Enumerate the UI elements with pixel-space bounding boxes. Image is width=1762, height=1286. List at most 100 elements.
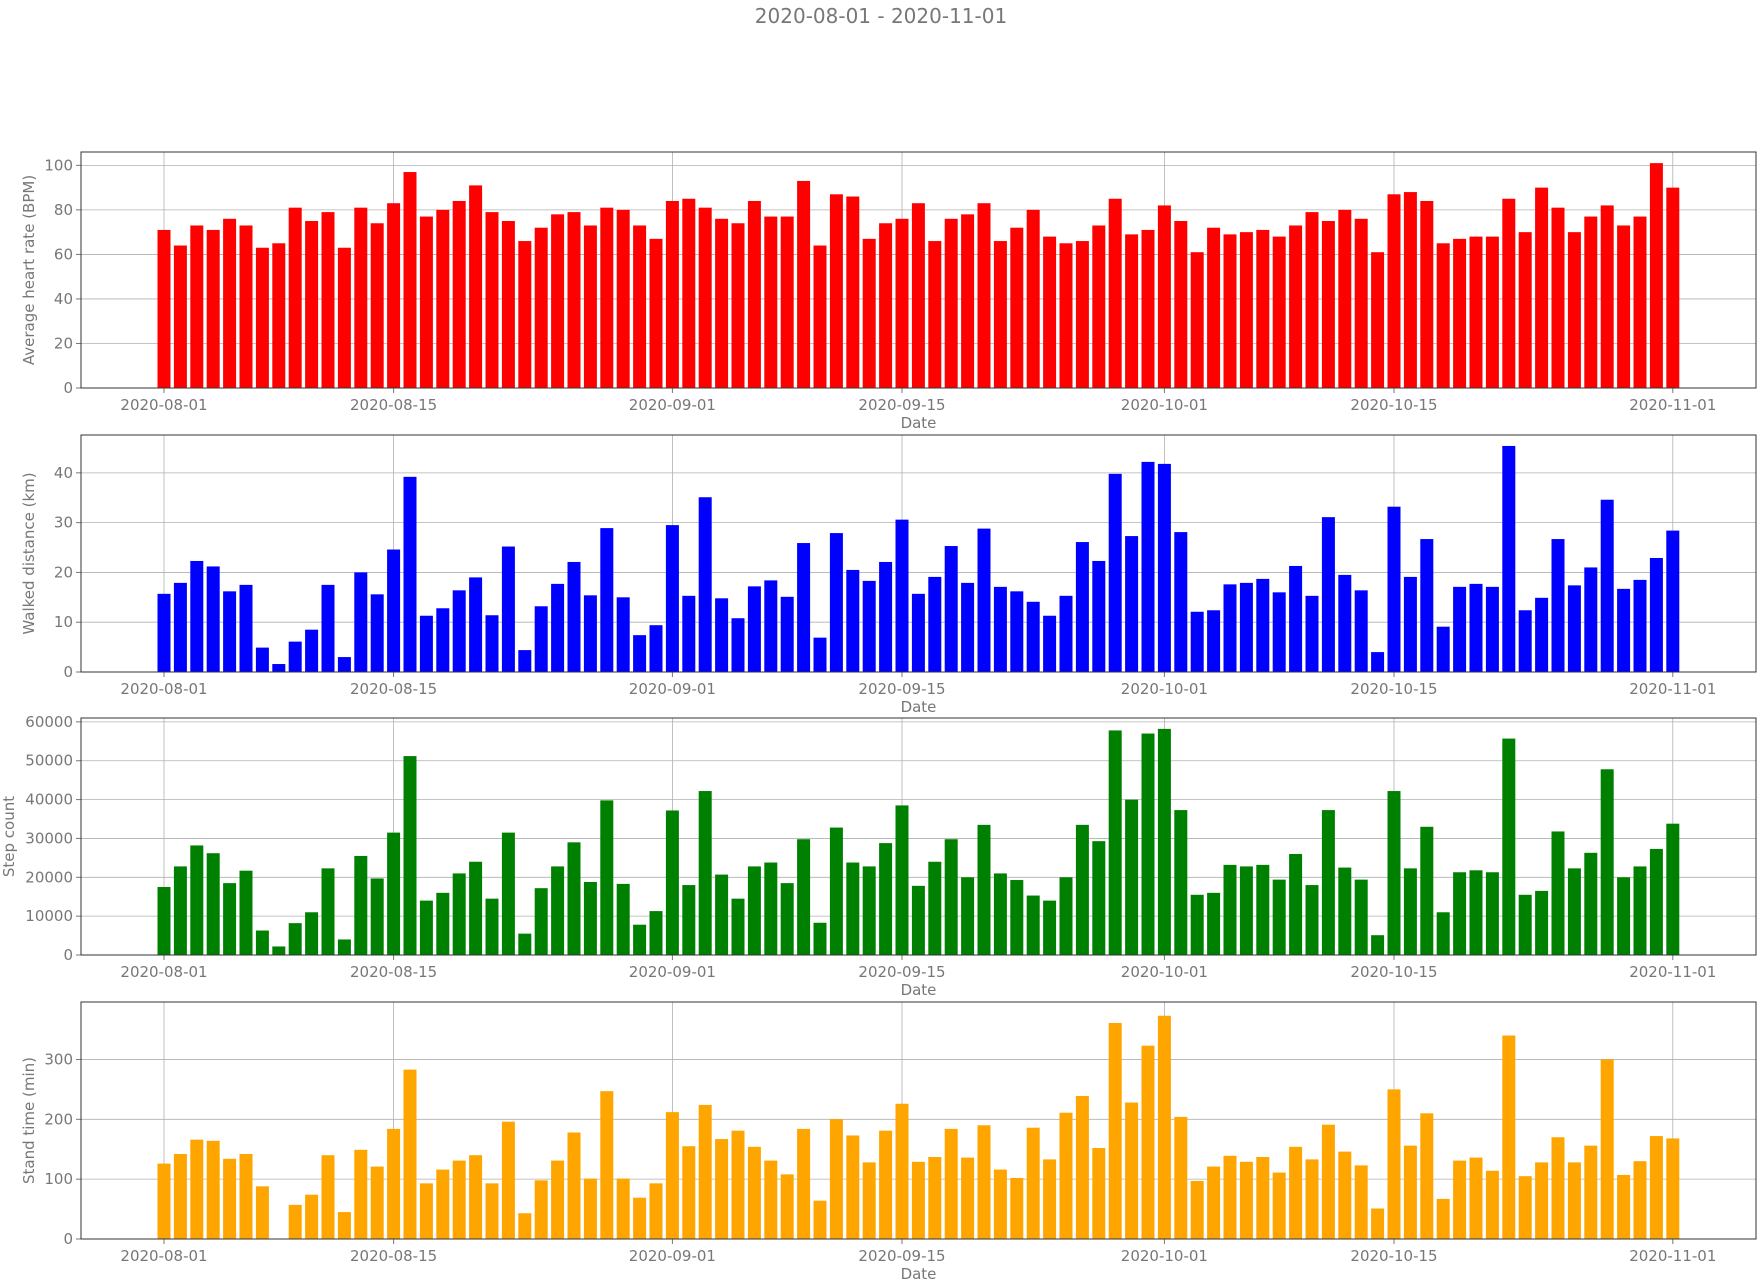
bar: [1289, 225, 1303, 388]
bar: [305, 912, 319, 955]
bar: [1207, 610, 1221, 672]
y-tick-label: 40: [54, 464, 73, 482]
bar: [1239, 232, 1253, 388]
bar: [436, 209, 450, 388]
y-tick-label: 30: [54, 514, 73, 532]
bar: [633, 225, 647, 388]
bar: [1584, 567, 1598, 672]
bar: [1649, 557, 1663, 672]
bar: [1157, 205, 1171, 388]
bar: [1321, 517, 1335, 672]
bar: [1600, 499, 1614, 672]
axes-frame: [80, 717, 1757, 956]
bar: [534, 888, 548, 955]
bar: [190, 225, 204, 388]
bar: [928, 576, 942, 672]
bar: [1059, 877, 1073, 955]
bar: [1518, 232, 1532, 388]
bar: [780, 596, 794, 672]
bar: [616, 209, 630, 388]
x-tick-label: 2020-08-15: [350, 1247, 437, 1265]
bar: [633, 924, 647, 955]
bar: [321, 212, 335, 388]
bar: [1010, 1177, 1024, 1239]
y-tick-label: 50000: [25, 752, 73, 770]
bar: [813, 1200, 827, 1239]
bar: [649, 1183, 663, 1239]
bar: [567, 561, 581, 672]
bar: [1157, 1015, 1171, 1239]
bar: [403, 172, 417, 388]
bar: [255, 930, 269, 955]
bar: [1469, 236, 1483, 388]
bar: [403, 1069, 417, 1239]
bar: [190, 560, 204, 672]
y-tick-label: 200: [44, 1110, 73, 1128]
bar: [403, 756, 417, 955]
bar: [829, 533, 843, 672]
bar: [370, 223, 384, 388]
bar: [1453, 872, 1467, 955]
bar: [272, 243, 286, 388]
y-axis-label: Step count: [0, 796, 18, 877]
bar: [682, 198, 696, 388]
bar: [173, 1154, 187, 1239]
bar: [518, 1213, 532, 1239]
bar: [1305, 595, 1319, 672]
x-tick-label: 2020-09-15: [858, 963, 945, 981]
bar: [862, 238, 876, 388]
bar: [731, 1130, 745, 1239]
bar: [321, 584, 335, 672]
bar: [731, 898, 745, 955]
bar: [223, 883, 237, 955]
bar: [1584, 1145, 1598, 1239]
bar: [1125, 1102, 1139, 1239]
bar: [387, 549, 401, 672]
bar: [616, 1178, 630, 1239]
bar: [1141, 1045, 1155, 1239]
bar: [993, 586, 1007, 672]
bar: [1469, 870, 1483, 955]
bar: [1059, 1112, 1073, 1239]
bar: [1518, 610, 1532, 672]
bar: [1092, 841, 1106, 955]
figure-title: 2020-08-01 - 2020-11-01: [754, 4, 1008, 28]
bar: [665, 810, 679, 955]
x-axis-label: Date: [901, 698, 937, 716]
bar: [1666, 530, 1680, 672]
bar: [1600, 205, 1614, 388]
bar: [370, 594, 384, 672]
y-tick-label: 40000: [25, 791, 73, 809]
x-tick-label: 2020-11-01: [1629, 680, 1716, 698]
bar: [190, 845, 204, 955]
bar: [1371, 252, 1385, 388]
bar: [518, 933, 532, 955]
bar: [1371, 1208, 1385, 1239]
y-tick-label: 0: [63, 946, 73, 964]
bar: [1567, 868, 1581, 955]
y-tick-label: 30000: [25, 829, 73, 847]
bar: [1125, 234, 1139, 388]
bar: [173, 245, 187, 388]
bar: [1387, 1089, 1401, 1239]
bar: [649, 238, 663, 388]
bar: [600, 207, 614, 388]
bar: [551, 866, 565, 955]
bar: [1354, 1165, 1368, 1239]
bar: [797, 1128, 811, 1239]
bar: [665, 1112, 679, 1239]
bar: [337, 1212, 351, 1239]
bar: [1321, 221, 1335, 388]
bar: [1567, 585, 1581, 672]
x-tick-label: 2020-10-15: [1350, 396, 1437, 414]
bar: [354, 572, 368, 672]
bar: [501, 832, 515, 955]
bar: [1108, 473, 1122, 672]
chart-panel-2: 0 10 20 30 40 2020-08-01 2020-08-15 2020-09-01 2…: [20, 434, 1757, 716]
bar: [157, 1163, 171, 1239]
bar: [1289, 853, 1303, 955]
x-tick-label: 2020-08-01: [120, 680, 207, 698]
bar: [682, 885, 696, 955]
bar: [288, 923, 302, 955]
bar: [911, 885, 925, 955]
